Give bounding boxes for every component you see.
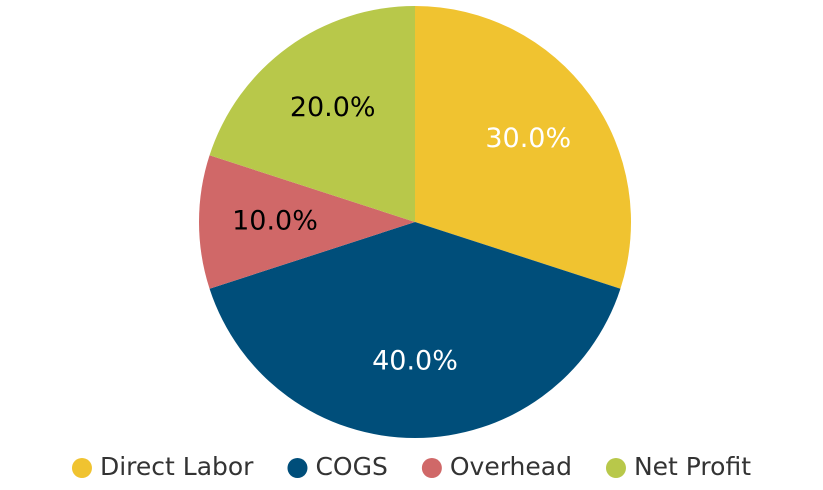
legend-label: Overhead [450,452,572,481]
legend-label: Net Profit [634,452,751,481]
legend-label: Direct Labor [100,452,254,481]
pie-slice [209,222,621,439]
legend-marker [421,458,442,478]
legend-label: COGS [315,452,387,481]
pie-slice [209,6,415,222]
pie-slice [415,6,631,289]
slice-label: 40.0% [372,346,458,377]
legend-marker [605,458,626,478]
slice-label: 30.0% [485,123,571,154]
pie-slice [198,155,415,289]
slice-label: 20.0% [290,92,376,123]
legend-marker [287,458,308,478]
slice-label: 10.0% [232,206,318,237]
legend-marker [71,458,92,478]
